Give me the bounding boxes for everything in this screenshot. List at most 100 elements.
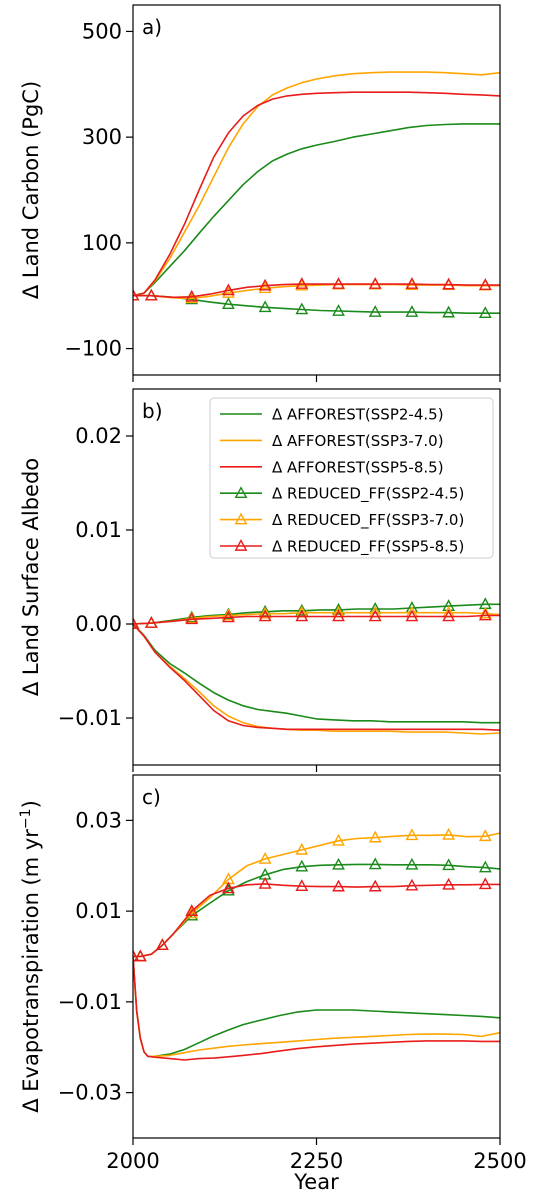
marker-triangle (332, 277, 345, 289)
marker-triangle (332, 879, 345, 892)
marker-triangle (478, 608, 492, 621)
y-tick-label: 0.01 (75, 899, 122, 923)
series-group (133, 827, 500, 1061)
marker-triangle (133, 949, 147, 962)
marker-triangle (144, 616, 158, 628)
series-line-reduced-ff-ssp3-7.0 (133, 832, 500, 958)
y-tick-label: 0.00 (75, 612, 122, 636)
series-line-reduced-ff-ssp3-7.0 (133, 611, 500, 625)
panel-label: a) (142, 15, 162, 39)
marker-triangle (442, 609, 456, 622)
marker-triangle (332, 609, 345, 622)
marker-triangle (185, 289, 199, 302)
marker-triangle (133, 288, 140, 301)
series-line-afforest-ssp5-8.5 (133, 91, 500, 297)
legend-label: Δ REDUCED_FF(SSP5-8.5) (272, 538, 464, 557)
marker-triangle (368, 830, 382, 843)
marker-triangle (185, 612, 199, 625)
marker-triangle (332, 602, 345, 615)
y-tick-label: 0.02 (75, 424, 122, 448)
panel-label: b) (142, 399, 163, 423)
series-group (133, 597, 500, 735)
marker-triangle (478, 877, 492, 890)
series-line-afforest-ssp3-7.0 (133, 623, 500, 735)
plot-frame (132, 774, 501, 1139)
y-tick-label: 0.03 (75, 808, 122, 832)
marker-triangle (222, 283, 235, 296)
marker-triangle (222, 608, 235, 621)
y-axis-label: Δ Land Carbon (PgC) (19, 81, 43, 299)
marker-triangle (405, 828, 419, 841)
marker-triangle (222, 610, 235, 623)
y-tick-label: 500 (82, 19, 122, 43)
marker-triangle (442, 305, 456, 318)
y-axis-label: Δ Evapotranspiration (m yr−1) (18, 800, 43, 1113)
marker-triangle (185, 906, 199, 919)
series-line-afforest-ssp5-8.5 (133, 623, 500, 731)
marker-triangle (295, 879, 309, 891)
marker-triangle (478, 306, 492, 318)
marker-triangle (405, 305, 419, 317)
series-line-afforest-ssp5-8.5 (133, 956, 500, 1061)
series-line-reduced-ff-ssp2-4.5 (133, 863, 500, 958)
legend-label: Δ AFFOREST(SSP3-7.0) (272, 432, 444, 450)
x-tick-label: 2250 (290, 1149, 343, 1173)
marker-triangle (478, 278, 492, 290)
y-tick-label: −0.01 (58, 990, 122, 1014)
marker-triangle (258, 609, 272, 622)
legend-label: Δ REDUCED_FF(SSP3-7.0) (272, 511, 464, 530)
marker-triangle (295, 842, 309, 855)
legend-label: Δ REDUCED_FF(SSP2-4.5) (272, 485, 464, 504)
series-line-afforest-ssp2-4.5 (133, 623, 500, 724)
y-tick-label: 100 (82, 231, 122, 255)
marker-triangle (258, 300, 272, 313)
x-axis-label: Year (293, 1170, 339, 1194)
marker-triangle (478, 829, 492, 842)
legend-marker-triangle (234, 539, 248, 551)
marker-triangle (405, 857, 419, 870)
y-tick-label: 0.01 (75, 518, 122, 542)
panel-1: 500 300 100 −100 a) Δ Land Carbon (PgC) (19, 4, 501, 382)
legend-box (209, 397, 494, 559)
marker-triangle (295, 859, 309, 872)
marker-triangle (258, 278, 272, 291)
series-line-afforest-ssp3-7.0 (133, 71, 500, 297)
marker-triangle (295, 609, 309, 622)
marker-triangle (258, 606, 272, 619)
marker-triangle (258, 876, 272, 889)
x-tick-label: 2000 (106, 1149, 159, 1173)
marker-triangle (368, 277, 382, 289)
marker-triangle (332, 857, 345, 870)
series-line-reduced-ff-ssp2-4.5 (133, 603, 500, 625)
marker-triangle (442, 277, 456, 290)
y-tick-label: −100 (64, 337, 122, 361)
y-tick-label: −0.03 (58, 1081, 122, 1105)
series-line-reduced-ff-ssp2-4.5 (133, 294, 500, 315)
panel-label: c) (142, 785, 161, 809)
series-line-afforest-ssp2-4.5 (133, 123, 500, 297)
marker-triangle (295, 278, 309, 291)
marker-triangle (258, 851, 272, 864)
y-tick-label: −0.01 (58, 706, 122, 730)
marker-triangle (368, 879, 382, 892)
panel-2: 0.02 0.01 0.00 −0.01 b) Δ Land Surface Albedo (19, 388, 501, 772)
marker-triangle (442, 827, 456, 840)
marker-triangle (222, 297, 235, 309)
x-tick-label: 2500 (473, 1149, 526, 1173)
y-tick-label: 300 (82, 125, 122, 149)
marker-triangle (133, 949, 140, 962)
marker-triangle (144, 288, 158, 301)
plot-frame (132, 4, 501, 376)
marker-triangle (258, 281, 272, 294)
marker-triangle (478, 860, 492, 873)
marker-triangle (405, 609, 419, 622)
y-axis-label: Δ Land Surface Albedo (19, 458, 43, 696)
legend-marker-triangle (234, 486, 248, 499)
marker-triangle (295, 603, 309, 616)
marker-triangle (295, 277, 309, 289)
marker-triangle (442, 877, 456, 890)
marker-triangle (222, 881, 235, 894)
marker-triangle (368, 305, 382, 317)
series-line-reduced-ff-ssp5-8.5 (133, 283, 500, 299)
